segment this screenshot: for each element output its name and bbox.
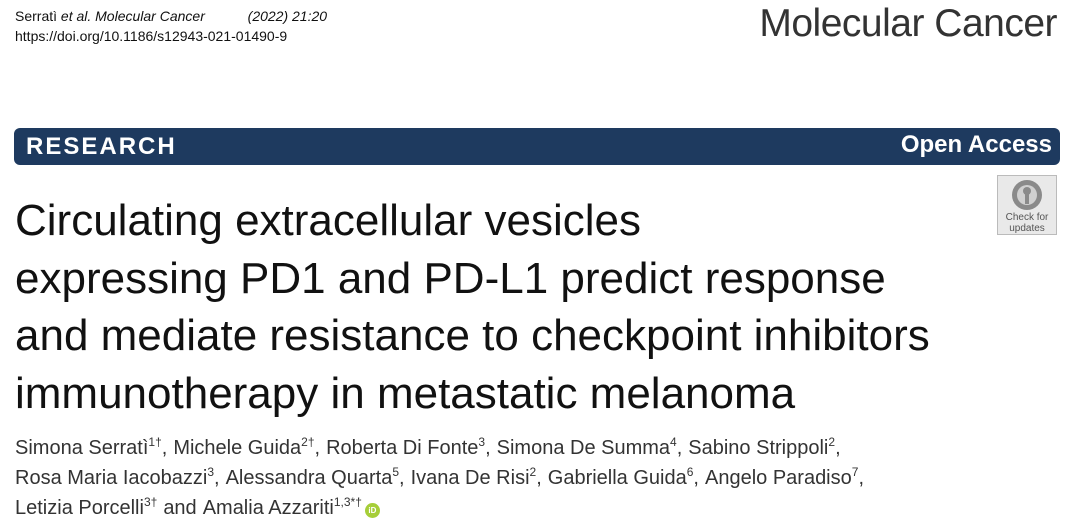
author[interactable]: Angelo Paradiso7, [704,465,865,489]
separator: , [676,437,683,459]
author-name: Michele Guida [173,437,302,459]
author[interactable]: Simona De Summa4, [496,435,683,459]
article-type: RESEARCH [26,133,177,160]
author-line: Simona Serratì1†, Michele Guida2†, Roberta… [15,433,870,463]
affiliation: 3 [478,435,486,449]
author-line: Rosa Maria Iacobazzi3, Alessandra Quarta5… [15,463,870,493]
author-name: Roberta Di Fonte [326,437,479,459]
author[interactable]: Letizia Porcelli3† and [15,495,197,519]
separator: , [314,437,321,459]
affiliation: 1,3*† [333,495,362,509]
author-name: Rosa Maria Iacobazzi [15,467,208,489]
affiliation: 1† [148,435,162,449]
open-access: Open Access [900,131,1052,158]
author-name: Ivana De Risi [410,467,530,489]
author[interactable]: Simona Serratì1†, [15,435,168,459]
doi[interactable]: https://doi.org/10.1186/s12943-021-01490… [15,28,288,44]
separator: , [835,437,841,459]
banner: RESEARCH Open Access [14,128,1060,165]
citation-journal: et al. Molecular Cancer [60,8,205,24]
separator: , [485,437,491,459]
affiliation: 2 [529,465,537,479]
author-name: Simona De Summa [496,437,671,459]
separator: and [163,497,197,519]
affiliation: 3† [143,495,158,509]
badge-icon [1012,180,1042,210]
citation-line: Serratì et al. Molecular Cancer (2022) 2… [15,6,327,26]
check-updates-badge[interactable]: Check for updates [997,175,1057,235]
badge-text: Check for [1005,212,1049,223]
author[interactable]: Amalia Azzariti1,3*†iD [202,495,380,519]
separator: , [161,437,168,459]
author[interactable]: Roberta Di Fonte3, [326,435,491,459]
affiliation: 2† [301,435,315,449]
author-name: Amalia Azzariti [202,497,334,519]
affiliation: 5 [392,465,400,479]
author[interactable]: Gabriella Guida6, [547,465,699,489]
affiliation: 4 [670,435,677,449]
article-title: Circulating extracellular vesicles expres… [15,192,930,422]
author-line: Letizia Porcelli3† and Amalia Azzariti1,3*… [15,493,870,523]
journal-name: Molecular Cancer [759,2,1057,45]
author-name: Gabriella Guida [547,467,687,489]
orcid-icon[interactable]: iD [364,503,380,518]
author-name: Alessandra Quarta [225,467,393,489]
badge-text: updates [1009,223,1045,234]
affiliation: 2 [828,435,836,449]
separator: , [214,467,220,489]
author[interactable]: Rosa Maria Iacobazzi3, [15,465,220,489]
author-name: Angelo Paradiso [704,467,852,489]
title-line: expressing PD1 and PD-L1 predict respons… [15,253,886,303]
separator: , [858,467,865,489]
citation: Serratì et al. Molecular Cancer (2022) 2… [15,6,327,46]
affiliation: 6 [686,465,694,479]
author-name: Simona Serratì [15,437,149,459]
title-line: immunotherapy in metastatic melanoma [15,368,796,418]
author[interactable]: Ivana De Risi2, [410,465,542,489]
author-list: Simona Serratì1†, Michele Guida2†, Roberta… [15,433,870,523]
citation-year: (2022) 21:20 [247,8,328,24]
title-line: Circulating extracellular vesicles [15,196,642,245]
author[interactable]: Alessandra Quarta5, [225,465,405,489]
affiliation: 3 [207,465,214,479]
separator: , [399,467,405,489]
citation-author: Serratì [15,8,58,24]
author-name: Sabino Strippoli [688,437,829,459]
separator: , [536,467,542,489]
separator: , [693,467,699,489]
author[interactable]: Michele Guida2†, [173,435,321,459]
author[interactable]: Sabino Strippoli2, [688,435,841,459]
affiliation: 7 [851,465,859,479]
title-line: and mediate resistance to checkpoint inh… [15,311,930,360]
author-name: Letizia Porcelli [15,497,144,519]
